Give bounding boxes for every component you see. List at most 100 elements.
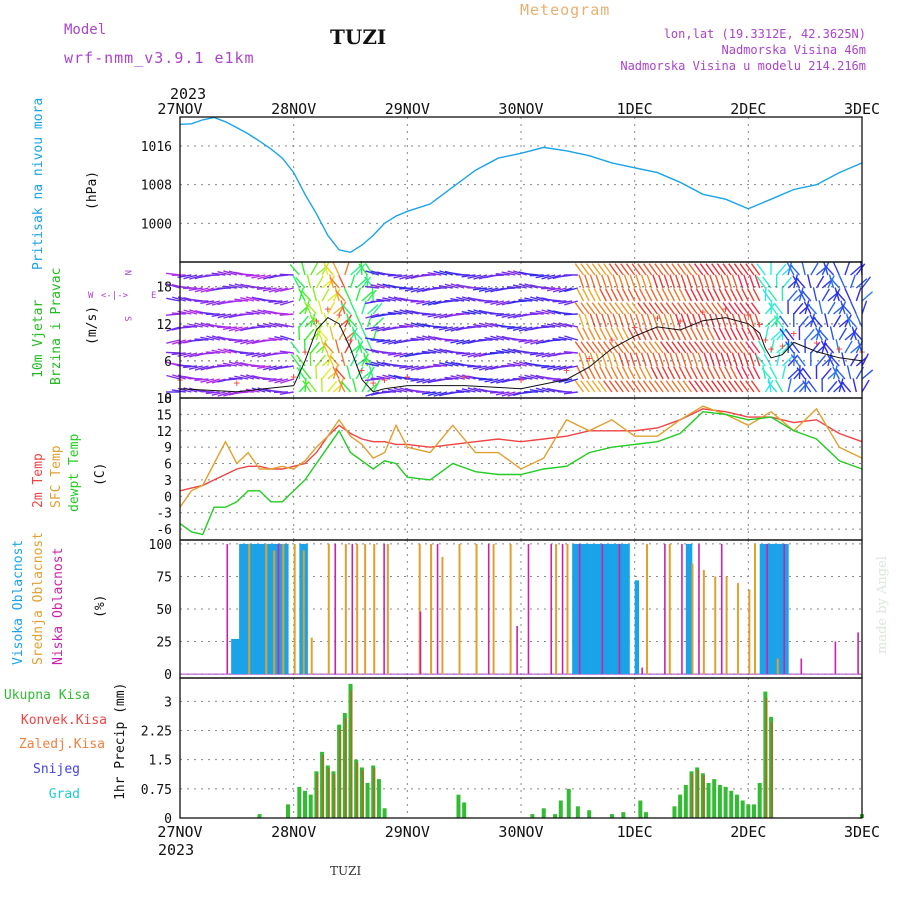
precip-bar — [752, 804, 757, 818]
wind-arrow — [262, 299, 277, 302]
wind-arrow — [524, 339, 539, 345]
wind-arrow — [650, 366, 659, 380]
wind-arrow — [737, 274, 744, 289]
wind-arrow — [741, 327, 749, 341]
wind-arrow — [597, 341, 607, 354]
wind-arrow — [496, 300, 510, 306]
wind-arrow — [376, 361, 391, 367]
wind-arrow — [381, 313, 396, 316]
wind-arrow — [280, 378, 294, 384]
cloud-bar-low — [618, 543, 621, 675]
cloud-bar-low — [334, 543, 337, 675]
precip-bar — [297, 786, 302, 818]
wind-arrow — [767, 289, 778, 302]
wind-arrow — [495, 391, 510, 396]
cloud-bar-high — [261, 543, 265, 675]
wind-arrow — [614, 302, 624, 315]
wind-arrow — [750, 380, 761, 393]
wind-arrow — [438, 326, 453, 331]
precip-bar — [717, 784, 722, 818]
wind-arrow — [728, 341, 738, 354]
wind-arrow — [371, 286, 374, 302]
wind-arrow — [633, 288, 641, 302]
wind-arrow — [410, 365, 425, 371]
wind-arrow — [697, 313, 704, 328]
wind-gust-marker: + — [756, 318, 763, 331]
wind-arrow — [701, 366, 710, 380]
cloud-bar-mid — [302, 550, 305, 675]
precip-unit: 1hr Precip (mm) — [113, 683, 128, 800]
wind-arrow — [728, 302, 738, 315]
wind-arrow — [552, 378, 567, 382]
wind-arrow — [382, 374, 397, 380]
cloud-bar-mid — [364, 543, 367, 675]
precip-bar — [712, 779, 717, 818]
wind-arrow — [720, 352, 727, 367]
wind-arrow — [631, 380, 641, 393]
wind-arrow — [648, 302, 658, 315]
y-tick-label: 0 — [164, 812, 172, 827]
wind-arrow — [705, 302, 715, 315]
wind-arrow — [787, 289, 798, 302]
wind-arrow — [323, 342, 334, 354]
x-tick-label-top: 3DEC — [844, 100, 880, 118]
precip-bar-convective — [697, 769, 700, 818]
wind-arrow — [427, 300, 442, 306]
wind-arrow — [364, 276, 374, 289]
wind-arrow — [767, 378, 772, 393]
cloud-bar-high — [771, 543, 775, 675]
wind-arrow — [455, 352, 470, 355]
wind-arrow — [665, 263, 676, 276]
wind-arrow — [512, 326, 527, 332]
wind-arrow — [484, 365, 499, 371]
wind-arrow — [695, 366, 704, 380]
wind-arrow — [295, 277, 306, 289]
wind-arrow — [627, 288, 636, 302]
wind-arrow — [695, 327, 704, 341]
wind-arrow — [656, 327, 664, 341]
wind-arrow — [694, 263, 704, 276]
wind-arrow — [584, 313, 590, 328]
wind-arrow — [720, 274, 727, 289]
cloud-bar-low — [681, 543, 683, 675]
wind-arrow — [404, 365, 419, 371]
y-tick-label: 6 — [164, 458, 172, 473]
y-tick-label: 12 — [156, 425, 172, 440]
wind-arrow — [707, 288, 715, 302]
wind-arrow — [200, 336, 215, 341]
wind-arrow — [618, 313, 624, 328]
wind-arrow — [745, 302, 755, 315]
wind-arrow — [625, 302, 636, 315]
wind-arrow — [467, 274, 482, 280]
wind-arrow — [367, 382, 379, 393]
wind-arrow — [467, 365, 482, 368]
wind-arrow — [306, 274, 312, 289]
wind-arrow — [387, 311, 402, 315]
precip-bar — [678, 794, 683, 818]
wind-arrow — [637, 302, 647, 315]
wind-arrow — [382, 339, 397, 345]
wind-arrow — [810, 330, 822, 341]
legend-hail: Grad — [49, 787, 80, 802]
wind-arrow — [707, 327, 715, 341]
wind-arrow — [327, 380, 338, 393]
wind-arrow — [450, 283, 465, 289]
y-tick-label: 9 — [164, 441, 172, 456]
wind-arrow — [699, 380, 710, 393]
wind-arrow — [574, 302, 585, 315]
cloud-bar-mid — [386, 543, 389, 675]
wind-arrow — [614, 263, 624, 276]
wind-arrow — [774, 379, 784, 393]
wind-arrow — [652, 352, 659, 367]
wind-arrow — [661, 288, 670, 302]
wind-arrow — [467, 352, 482, 358]
wind-arrow — [669, 274, 676, 289]
wind-arrow — [752, 288, 761, 302]
wind-arrow — [803, 301, 812, 315]
wind-arrow — [524, 374, 539, 380]
wind-arrow — [776, 263, 787, 276]
cloud-bar-high — [786, 543, 789, 675]
wind-arrow — [709, 313, 715, 328]
wind-arrow — [826, 353, 835, 367]
wind-arrow — [627, 366, 636, 380]
